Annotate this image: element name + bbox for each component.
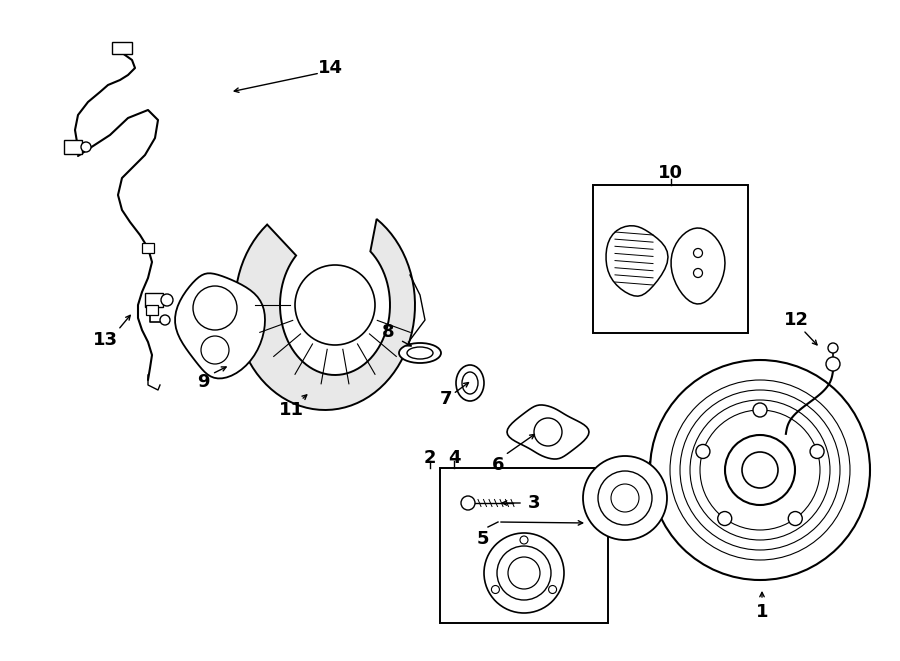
Circle shape <box>696 444 710 459</box>
Circle shape <box>81 142 91 152</box>
Text: 12: 12 <box>784 311 808 329</box>
Text: 8: 8 <box>382 323 394 341</box>
Circle shape <box>491 586 500 594</box>
Text: 6: 6 <box>491 456 504 474</box>
Circle shape <box>742 452 778 488</box>
Circle shape <box>497 546 551 600</box>
Circle shape <box>583 456 667 540</box>
Circle shape <box>611 484 639 512</box>
Circle shape <box>725 435 795 505</box>
Circle shape <box>520 536 528 544</box>
Polygon shape <box>176 273 265 379</box>
Text: 11: 11 <box>278 401 303 419</box>
Bar <box>440 468 608 623</box>
Circle shape <box>508 557 540 589</box>
Circle shape <box>160 315 170 325</box>
Text: 5: 5 <box>477 530 490 548</box>
Bar <box>112 42 132 54</box>
Circle shape <box>598 471 652 525</box>
Ellipse shape <box>456 365 484 401</box>
Text: 4: 4 <box>448 449 460 467</box>
Circle shape <box>810 444 824 459</box>
Polygon shape <box>235 219 415 410</box>
Bar <box>64 140 82 154</box>
Ellipse shape <box>399 343 441 363</box>
Text: 13: 13 <box>93 331 118 349</box>
Polygon shape <box>507 405 589 459</box>
Circle shape <box>161 294 173 306</box>
Text: 2: 2 <box>424 449 436 467</box>
Circle shape <box>193 286 237 330</box>
Text: 3: 3 <box>527 494 540 512</box>
Ellipse shape <box>462 372 478 394</box>
Ellipse shape <box>407 347 433 359</box>
Text: 9: 9 <box>197 373 209 391</box>
Circle shape <box>534 418 562 446</box>
Polygon shape <box>671 228 725 304</box>
Text: 14: 14 <box>318 59 343 77</box>
Circle shape <box>549 586 556 594</box>
Bar <box>593 185 748 333</box>
Circle shape <box>717 512 732 525</box>
Bar <box>145 293 163 307</box>
Circle shape <box>788 512 802 525</box>
Text: 1: 1 <box>756 603 769 621</box>
Bar <box>142 243 154 253</box>
Circle shape <box>650 360 870 580</box>
Text: 7: 7 <box>440 390 452 408</box>
Circle shape <box>694 268 703 278</box>
Bar <box>146 305 158 315</box>
Circle shape <box>461 496 475 510</box>
Circle shape <box>828 343 838 353</box>
Text: 10: 10 <box>658 164 683 182</box>
Circle shape <box>295 265 375 345</box>
Circle shape <box>753 403 767 417</box>
Circle shape <box>826 357 840 371</box>
Circle shape <box>484 533 564 613</box>
Polygon shape <box>606 226 668 296</box>
Circle shape <box>201 336 229 364</box>
Circle shape <box>694 249 703 258</box>
